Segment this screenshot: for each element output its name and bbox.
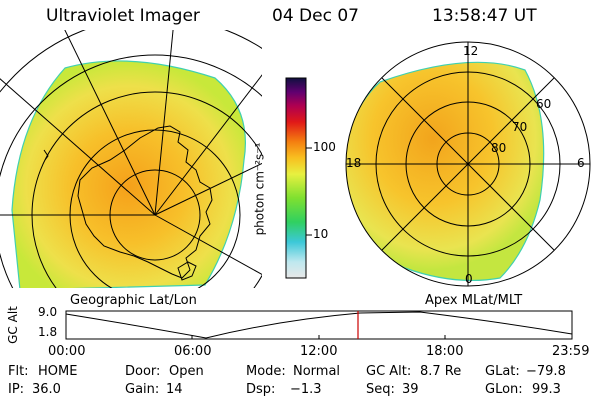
altitude-xtick-2: 12:00 xyxy=(300,344,338,359)
gcalt-label: GC Alt: xyxy=(366,364,412,379)
door-value: Open xyxy=(169,364,204,379)
mlt-label-18: 18 xyxy=(346,156,362,170)
colorbar-unit-label: photon cm⁻²s⁻¹ xyxy=(252,142,267,236)
mlt-label-12: 12 xyxy=(463,44,479,58)
flight-label: Flt: xyxy=(8,364,29,379)
colorbar xyxy=(285,77,312,279)
altitude-plot xyxy=(65,310,573,340)
mlat-label-80: 80 xyxy=(491,141,507,155)
mlt-label-6: 6 xyxy=(577,156,585,170)
image-date: 04 Dec 07 xyxy=(272,6,359,26)
image-time: 13:58:47 UT xyxy=(432,6,537,26)
mlat-label-70: 70 xyxy=(512,120,528,134)
geographic-image-panel xyxy=(0,30,262,288)
altitude-xtick-3: 18:00 xyxy=(426,344,464,359)
glon-label: GLon: xyxy=(485,382,523,397)
right-panel-caption: Apex MLat/MLT xyxy=(425,293,523,308)
mode-label: Mode: xyxy=(246,364,286,379)
altitude-xtick-1: 06:00 xyxy=(174,344,212,359)
gain-value: 14 xyxy=(166,382,183,397)
left-panel-caption: Geographic Lat/Lon xyxy=(70,293,197,308)
altitude-ytick-low: 1.8 xyxy=(38,325,58,339)
ip-value: 36.0 xyxy=(32,382,61,397)
altitude-curve xyxy=(65,311,573,339)
colorbar-tick-100: 100 xyxy=(313,140,336,154)
seq-label: Seq: xyxy=(366,382,395,397)
gain-label: Gain: xyxy=(125,382,160,397)
altitude-ylabel: GC Alt xyxy=(5,306,20,344)
dsp-value: −1.3 xyxy=(290,382,322,397)
colorbar-gradient xyxy=(285,77,307,279)
aurora-image-left xyxy=(11,60,246,288)
glat-value: −79.8 xyxy=(526,364,566,379)
seq-value: 39 xyxy=(402,382,419,397)
door-label: Door: xyxy=(125,364,161,379)
gcalt-value: 8.7 Re xyxy=(420,364,462,379)
altitude-xtick-0: 00:00 xyxy=(48,344,86,359)
apex-image-panel xyxy=(345,41,591,287)
ip-label: IP: xyxy=(8,382,25,397)
mode-value: Normal xyxy=(293,364,341,379)
flight-value: HOME xyxy=(38,364,78,379)
instrument-title: Ultraviolet Imager xyxy=(46,6,200,26)
mlat-label-60: 60 xyxy=(536,97,552,111)
mlt-label-0: 0 xyxy=(465,272,473,286)
aurora-image-right xyxy=(346,61,545,282)
glat-label: GLat: xyxy=(485,364,520,379)
glon-value: 99.3 xyxy=(532,382,561,397)
dsp-label: Dsp: xyxy=(246,382,276,397)
altitude-ytick-high: 9.0 xyxy=(38,305,58,319)
colorbar-tick-10: 10 xyxy=(313,227,329,241)
altitude-xtick-4: 23:59 xyxy=(552,344,590,359)
coastline-outline xyxy=(77,125,213,279)
